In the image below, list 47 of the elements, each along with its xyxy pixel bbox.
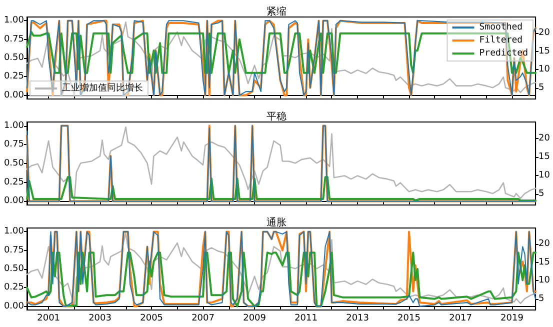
y2-tick-label: 10 xyxy=(538,64,550,75)
y-tick-label: 0.25 xyxy=(4,72,24,82)
y2-tick-label: 15 xyxy=(538,46,550,56)
y-tick-label: 1.00 xyxy=(4,120,24,131)
y-tick-label: 1.00 xyxy=(4,16,24,26)
line-series xyxy=(26,252,537,308)
y2-tick-label: 20 xyxy=(538,28,550,38)
y-tick-label: 0.00 xyxy=(4,196,24,206)
y-tick-label: 1.00 xyxy=(4,226,24,237)
x-tick-label: 2015 xyxy=(398,314,420,324)
x-tick-label: 2009 xyxy=(243,314,266,324)
y-tick-label: 0.00 xyxy=(4,90,24,100)
y-tick-label: 0.00 xyxy=(4,301,24,312)
y2-tick-label: 20 xyxy=(538,133,550,144)
y-tick-label: 0.25 xyxy=(4,177,24,188)
legend-label: Predicted xyxy=(479,48,528,58)
y-tick-label: 0.75 xyxy=(4,34,24,44)
y-tick-label: 0.50 xyxy=(4,264,24,274)
x-tick-label: 2013 xyxy=(346,314,369,324)
chart-title: 紧缩 xyxy=(266,6,286,18)
y2-tick-label: 15 xyxy=(538,152,550,162)
y-tick-label: 0.25 xyxy=(4,282,24,293)
x-tick-label: 2003 xyxy=(88,314,112,324)
line-series xyxy=(26,30,537,74)
legend-label: Smoothed xyxy=(479,22,523,32)
y-tick-label: 0.50 xyxy=(4,158,24,168)
y2-tick-label: 15 xyxy=(538,257,550,268)
y2-tick-label: 10 xyxy=(538,170,550,180)
legend-label: Filtered xyxy=(479,36,523,46)
x-tick-label: 2001 xyxy=(37,314,60,324)
chart-title: 通胀 xyxy=(266,216,286,228)
y2-tick-label: 5 xyxy=(538,188,544,199)
x-tick-label: 2017 xyxy=(449,314,472,324)
y2-tick-label: 5 xyxy=(538,83,544,94)
x-tick-label: 2007 xyxy=(192,314,214,324)
chart-title: 平稳 xyxy=(266,110,286,122)
x-tick-label: 2005 xyxy=(140,314,164,324)
legend-label: 工业增加值同比增长 xyxy=(62,82,143,94)
y2-tick-label: 5 xyxy=(538,294,544,304)
y2-tick-label: 10 xyxy=(538,276,550,286)
x-tick-label: 2011 xyxy=(294,314,318,324)
y-tick-label: 0.75 xyxy=(4,245,24,256)
x-tick-label: 2019 xyxy=(500,314,524,324)
y2-tick-label: 20 xyxy=(538,239,550,250)
line-series xyxy=(26,176,537,202)
y-tick-label: 0.75 xyxy=(4,140,24,150)
y-tick-label: 0.50 xyxy=(4,53,24,63)
